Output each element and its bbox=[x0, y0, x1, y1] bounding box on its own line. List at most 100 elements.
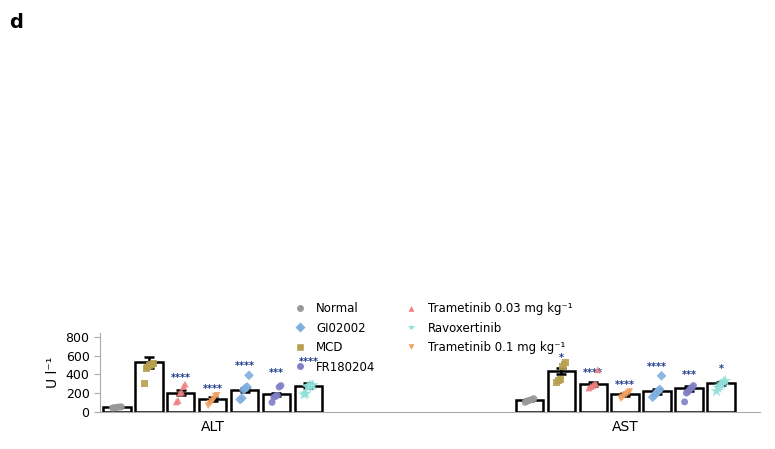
Text: ****: **** bbox=[615, 380, 636, 390]
Point bbox=[301, 383, 314, 391]
Text: ****: **** bbox=[202, 384, 222, 395]
Point bbox=[518, 399, 531, 406]
Point bbox=[175, 388, 188, 396]
Point bbox=[300, 390, 312, 397]
Point bbox=[172, 397, 184, 404]
Point bbox=[522, 397, 535, 404]
Point bbox=[236, 395, 248, 402]
Text: *: * bbox=[718, 364, 723, 374]
Point bbox=[528, 395, 540, 402]
Point bbox=[588, 381, 601, 388]
Point bbox=[239, 384, 252, 392]
Point bbox=[271, 392, 284, 399]
Bar bbox=[263, 395, 290, 412]
Point bbox=[524, 396, 536, 404]
Text: *: * bbox=[559, 353, 564, 363]
Point bbox=[273, 383, 285, 391]
Y-axis label: U l⁻¹: U l⁻¹ bbox=[46, 357, 60, 388]
Bar bbox=[103, 408, 131, 412]
Point bbox=[620, 391, 632, 398]
Point bbox=[646, 394, 659, 401]
Point bbox=[274, 382, 287, 389]
Text: ****: **** bbox=[170, 373, 191, 383]
Point bbox=[590, 380, 602, 387]
Bar bbox=[675, 388, 703, 412]
Point bbox=[714, 382, 726, 389]
Point bbox=[551, 379, 563, 387]
Point bbox=[616, 394, 629, 401]
Point bbox=[711, 387, 723, 395]
Point bbox=[554, 375, 567, 383]
Point bbox=[298, 391, 310, 398]
Point bbox=[241, 383, 253, 391]
Point bbox=[656, 372, 668, 379]
Point bbox=[678, 398, 691, 405]
Point bbox=[145, 361, 157, 368]
Point bbox=[243, 372, 255, 379]
Point bbox=[556, 362, 568, 370]
Point bbox=[558, 361, 570, 368]
Point bbox=[718, 379, 730, 386]
Point bbox=[553, 377, 565, 384]
Point bbox=[560, 359, 572, 366]
Point bbox=[684, 386, 696, 393]
Bar bbox=[580, 384, 607, 412]
Bar bbox=[548, 371, 575, 412]
Point bbox=[174, 389, 186, 396]
Point bbox=[715, 381, 728, 388]
Bar bbox=[135, 362, 163, 412]
Point bbox=[712, 384, 725, 392]
Point bbox=[113, 403, 126, 410]
Point bbox=[140, 365, 153, 372]
Point bbox=[115, 403, 128, 410]
Text: ****: **** bbox=[298, 357, 319, 366]
Text: ****: **** bbox=[647, 361, 667, 372]
Point bbox=[618, 392, 631, 399]
Point bbox=[648, 392, 660, 399]
Point bbox=[591, 366, 604, 374]
Point bbox=[205, 398, 218, 405]
Point bbox=[138, 380, 150, 387]
Point bbox=[179, 381, 191, 388]
Text: ***: *** bbox=[269, 368, 284, 378]
Point bbox=[106, 405, 119, 412]
Point bbox=[719, 377, 732, 384]
Point bbox=[108, 404, 120, 411]
Point bbox=[526, 396, 539, 403]
Bar bbox=[167, 392, 195, 412]
Bar bbox=[708, 383, 735, 412]
Point bbox=[652, 387, 664, 395]
Point bbox=[211, 392, 223, 399]
Point bbox=[622, 389, 634, 396]
Bar bbox=[611, 395, 639, 412]
Point bbox=[112, 404, 124, 411]
Point bbox=[142, 363, 154, 370]
Text: d: d bbox=[9, 13, 23, 32]
Point bbox=[682, 388, 694, 395]
Point bbox=[615, 395, 627, 402]
Point bbox=[685, 384, 698, 391]
Legend: Normal, GI02002, MCD, FR180204, Trametinib 0.03 mg kg⁻¹, Ravoxertinib, Trametini: Normal, GI02002, MCD, FR180204, Trametin… bbox=[283, 297, 577, 378]
Point bbox=[267, 394, 280, 401]
Point bbox=[584, 383, 597, 390]
Bar bbox=[231, 390, 258, 412]
Point bbox=[208, 396, 220, 403]
Point bbox=[143, 361, 156, 369]
Text: ****: **** bbox=[584, 368, 603, 378]
Point bbox=[623, 388, 636, 395]
Point bbox=[653, 386, 666, 393]
Point bbox=[170, 398, 183, 405]
Point bbox=[110, 404, 122, 411]
Point bbox=[209, 393, 222, 400]
Bar bbox=[199, 399, 226, 412]
Bar bbox=[643, 391, 671, 412]
Point bbox=[307, 382, 319, 389]
Point bbox=[237, 386, 250, 393]
Text: ****: **** bbox=[235, 361, 254, 371]
Point bbox=[687, 382, 700, 389]
Point bbox=[202, 402, 215, 409]
Bar bbox=[294, 386, 322, 412]
Point bbox=[680, 389, 693, 396]
Point bbox=[177, 383, 190, 390]
Point bbox=[266, 399, 278, 406]
